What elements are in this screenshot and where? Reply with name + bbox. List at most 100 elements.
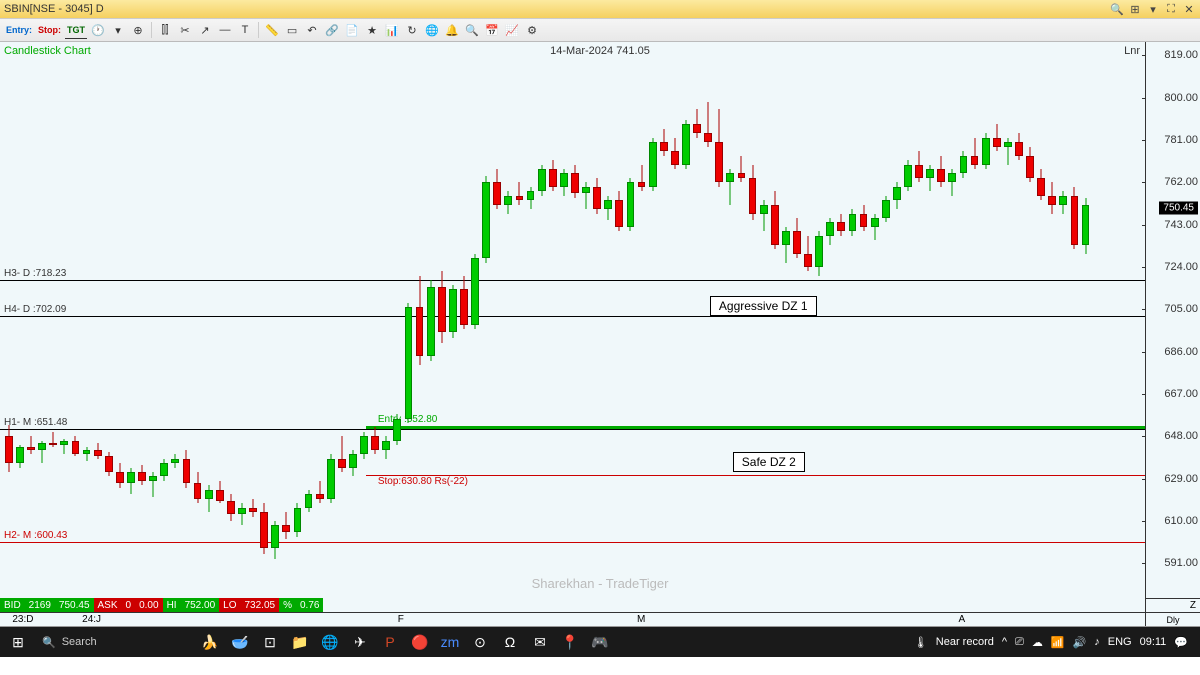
hline-label: H4- D :702.09 (4, 304, 66, 316)
dropdown-icon[interactable]: ▾ (109, 21, 127, 39)
stop-line (366, 475, 1145, 476)
weather-icon[interactable]: 🌡 (914, 636, 928, 649)
close-icon[interactable]: ✕ (1182, 2, 1196, 16)
restore-icon[interactable]: ⛶ (1164, 2, 1178, 16)
y-tick-label: 800.00 (1164, 92, 1198, 104)
y-axis: 819.00800.00781.00762.00743.00724.00705.… (1145, 42, 1200, 598)
trend-icon[interactable]: ↗ (196, 21, 214, 39)
notif-icon[interactable]: 💬 (1174, 636, 1188, 649)
watermark: Sharekhan - TradeTiger (532, 576, 669, 591)
settings-icon[interactable]: ⚙ (523, 21, 541, 39)
bid-qty: 2169 (25, 598, 55, 612)
app-icon-3[interactable]: 🔴 (406, 628, 434, 656)
hi-val: 752.00 (181, 598, 220, 612)
horizontal-line (0, 316, 1145, 317)
start-icon[interactable]: ⊞ (4, 628, 32, 656)
zone-label: Aggressive DZ 1 (710, 296, 817, 316)
app-icon-4[interactable]: ⊙ (466, 628, 494, 656)
hi-label: HI (163, 598, 181, 612)
location-icon[interactable]: 📍 (556, 628, 584, 656)
pct-val: 0.76 (296, 598, 323, 612)
undo-icon[interactable]: ↶ (303, 21, 321, 39)
ask-price: 0.00 (135, 598, 162, 612)
search-icon[interactable]: 🔍 (1110, 2, 1124, 16)
line-icon[interactable]: — (216, 21, 234, 39)
horizontal-line (0, 280, 1145, 281)
star-icon[interactable]: ★ (363, 21, 381, 39)
rect-icon[interactable]: ▭ (283, 21, 301, 39)
lang-label[interactable]: ENG (1108, 636, 1132, 648)
x-axis: 23:D 24:J F M A (0, 612, 1145, 626)
bell-icon[interactable]: 🔔 (443, 21, 461, 39)
mail-icon[interactable]: ✉ (526, 628, 554, 656)
explorer-icon[interactable]: 📁 (286, 628, 314, 656)
refresh-icon[interactable]: ↻ (403, 21, 421, 39)
ppt-icon[interactable]: P (376, 628, 404, 656)
lo-label: LO (219, 598, 240, 612)
target-icon[interactable]: ⊕ (129, 21, 147, 39)
layout-icon[interactable]: ⊞ (1128, 2, 1142, 16)
tgt-button[interactable]: TGT (65, 21, 87, 39)
y-tick-label: 705.00 (1164, 303, 1198, 315)
chart-icon[interactable]: 📈 (503, 21, 521, 39)
y-tick-label: 667.00 (1164, 388, 1198, 400)
bid-price: 750.45 (55, 598, 94, 612)
wifi-icon[interactable]: 📶 (1051, 636, 1065, 649)
cut-icon[interactable]: ✂ (176, 21, 194, 39)
x-tick-label: F (398, 614, 404, 625)
search-icon: 🔍 (42, 636, 56, 649)
tray-icon-3[interactable]: ♪ (1094, 636, 1100, 648)
app-icon-5[interactable]: Ω (496, 628, 524, 656)
calendar-icon[interactable]: 📅 (483, 21, 501, 39)
bars-icon[interactable]: 📊 (383, 21, 401, 39)
entry-button[interactable]: Entry: (4, 21, 34, 39)
window-title: SBIN[NSE - 3045] D (4, 3, 104, 15)
x-tick-label: 24:J (82, 614, 101, 625)
app-icon-2[interactable]: 🥣 (226, 628, 254, 656)
y-tick-label: 686.00 (1164, 346, 1198, 358)
text-icon[interactable]: T (236, 21, 254, 39)
zoom-icon[interactable]: zm (436, 628, 464, 656)
link-icon[interactable]: 🔗 (323, 21, 341, 39)
volume-icon[interactable]: 🔊 (1073, 636, 1087, 649)
x-tick-label: M (637, 614, 645, 625)
time-label[interactable]: 09:11 (1140, 636, 1167, 648)
doc-icon[interactable]: 📄 (343, 21, 361, 39)
pct-label: % (279, 598, 296, 612)
ruler-icon[interactable]: 📏 (263, 21, 281, 39)
current-price-label: 750.45 (1159, 202, 1198, 215)
weather-text[interactable]: Near record (936, 636, 994, 648)
globe-icon[interactable]: 🌐 (423, 21, 441, 39)
taskbar: ⊞ 🔍 Search 🍌 🥣 ⊡ 📁 🌐 ✈ P 🔴 zm ⊙ Ω ✉ 📍 🎮 … (0, 627, 1200, 657)
telegram-icon[interactable]: ✈ (346, 628, 374, 656)
hline-label: H3- D :718.23 (4, 268, 66, 280)
info-bar: BID 2169 750.45 ASK 0 0.00 HI 752.00 LO … (0, 598, 1145, 612)
y-tick-label: 743.00 (1164, 219, 1198, 231)
stop-button[interactable]: Stop: (36, 21, 63, 39)
x-tick-label: 23:D (12, 614, 33, 625)
y-tick-label: 629.00 (1164, 473, 1198, 485)
candle-icon[interactable]: ⫿⫿ (156, 21, 174, 39)
taskview-icon[interactable]: ⊡ (256, 628, 284, 656)
stop-label: Stop:630.80 Rs(-22) (378, 476, 468, 488)
hline-label: H2- M :600.43 (4, 530, 67, 542)
chrome-icon[interactable]: 🌐 (316, 628, 344, 656)
clock-icon[interactable]: 🕐 (89, 21, 107, 39)
dropdown-icon[interactable]: ▾ (1146, 2, 1160, 16)
tray-chevron-icon[interactable]: ^ (1002, 636, 1007, 648)
plot-area[interactable]: H3- D :718.23H4- D :702.09H1- M :651.48H… (0, 42, 1145, 598)
z-label: Z (1145, 598, 1200, 612)
app-icon-6[interactable]: 🎮 (586, 628, 614, 656)
chart-area: Candlestick Chart 14-Mar-2024 741.05 Lnr… (0, 42, 1200, 627)
x-tick-label: A (958, 614, 965, 625)
zoom-icon[interactable]: 🔍 (463, 21, 481, 39)
titlebar: SBIN[NSE - 3045] D 🔍 ⊞ ▾ ⛶ ✕ (0, 0, 1200, 18)
zone-label: Safe DZ 2 (733, 452, 805, 472)
bid-label: BID (0, 598, 25, 612)
y-tick-label: 591.00 (1164, 557, 1198, 569)
search-box[interactable]: 🔍 Search (34, 628, 194, 656)
app-icon-1[interactable]: 🍌 (196, 628, 224, 656)
tray-icon-1[interactable]: ⎚ (1015, 636, 1024, 649)
dly-label: Dly (1145, 612, 1200, 626)
tray-icon-2[interactable]: ☁ (1032, 636, 1043, 649)
